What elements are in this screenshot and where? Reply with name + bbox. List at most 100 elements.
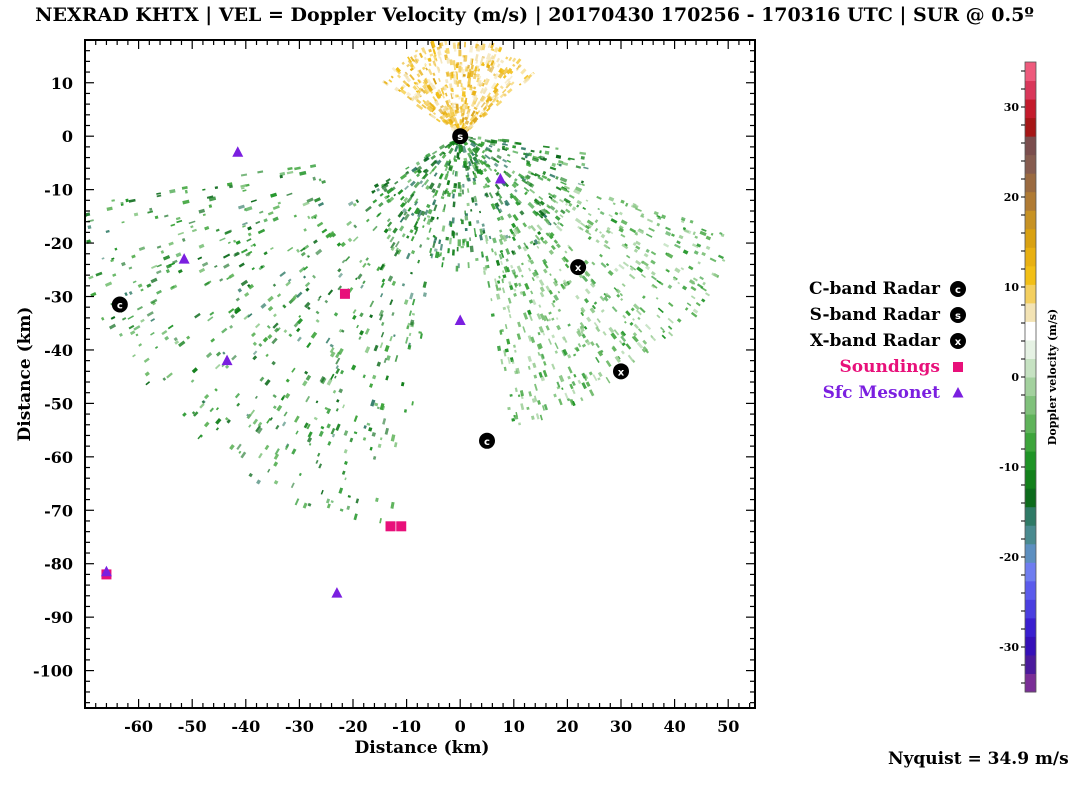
velocity-speckle (439, 104, 444, 109)
velocity-speckle (634, 232, 639, 236)
velocity-speckle (477, 136, 482, 140)
velocity-speckle (131, 254, 136, 259)
velocity-speckle (507, 307, 511, 313)
velocity-speckle (177, 269, 183, 274)
velocity-speckle (583, 326, 588, 330)
velocity-speckle (417, 259, 421, 264)
velocity-speckle (512, 57, 517, 63)
colorbar-segment (1025, 117, 1036, 137)
velocity-speckle (444, 92, 448, 97)
velocity-speckle (379, 517, 382, 524)
velocity-speckle (390, 434, 396, 442)
velocity-speckle (271, 360, 276, 366)
velocity-speckle (257, 170, 264, 174)
velocity-speckle (526, 161, 531, 165)
velocity-speckle (517, 199, 522, 205)
velocity-speckle (567, 354, 572, 359)
velocity-speckle (484, 78, 490, 86)
velocity-speckle (517, 63, 522, 68)
velocity-speckle (267, 333, 273, 340)
velocity-speckle (416, 103, 424, 111)
velocity-speckle (478, 52, 481, 57)
velocity-speckle (695, 301, 701, 307)
velocity-speckle (263, 218, 268, 223)
velocity-speckle (267, 305, 274, 312)
velocity-speckle (537, 399, 541, 405)
velocity-speckle (440, 196, 445, 200)
velocity-speckle (608, 326, 615, 334)
velocity-speckle (588, 371, 593, 376)
velocity-speckle (453, 72, 457, 75)
velocity-speckle (618, 211, 623, 216)
velocity-speckle (665, 230, 672, 237)
velocity-speckle (132, 280, 137, 284)
velocity-speckle (441, 114, 446, 119)
velocity-speckle (576, 328, 581, 333)
velocity-speckle (307, 502, 312, 507)
velocity-speckle (150, 298, 158, 305)
velocity-speckle (569, 383, 574, 390)
velocity-speckle (530, 415, 535, 421)
velocity-speckle (464, 210, 467, 215)
velocity-speckle (555, 225, 563, 232)
velocity-speckle (605, 376, 611, 384)
velocity-speckle (506, 67, 513, 75)
velocity-speckle (458, 79, 462, 84)
velocity-speckle (352, 314, 357, 320)
velocity-speckle (306, 306, 311, 311)
velocity-speckle (514, 141, 522, 146)
velocity-speckle (587, 212, 592, 217)
velocity-speckle (190, 225, 194, 229)
velocity-speckle (511, 236, 516, 242)
velocity-speckle (423, 156, 430, 163)
velocity-speckle (283, 411, 288, 417)
velocity-speckle (300, 251, 306, 257)
velocity-speckle (621, 243, 629, 250)
velocity-speckle (576, 204, 580, 208)
velocity-speckle (482, 228, 486, 232)
velocity-speckle (549, 273, 552, 277)
velocity-speckle (441, 111, 445, 116)
velocity-speckle (344, 256, 351, 262)
s-band-radar-marker: s (452, 128, 469, 145)
velocity-speckle (614, 355, 622, 363)
velocity-speckle (557, 221, 561, 225)
velocity-speckle (440, 89, 445, 96)
velocity-speckle (561, 161, 569, 166)
velocity-speckle (409, 74, 415, 81)
velocity-speckle (628, 273, 636, 280)
velocity-speckle (482, 112, 487, 117)
velocity-speckle (412, 95, 419, 102)
velocity-speckle (338, 388, 344, 394)
velocity-speckle (466, 202, 470, 207)
velocity-speckle (542, 145, 550, 149)
velocity-speckle (396, 248, 402, 255)
velocity-speckle (506, 338, 511, 345)
velocity-speckle (315, 318, 320, 323)
velocity-speckle (215, 407, 220, 411)
velocity-speckle (498, 198, 504, 205)
velocity-speckle (464, 120, 470, 125)
velocity-speckle (558, 374, 565, 383)
velocity-speckle (620, 297, 624, 301)
velocity-speckle (326, 378, 333, 386)
velocity-speckle (668, 331, 674, 337)
velocity-speckle (291, 367, 296, 373)
velocity-speckle (421, 60, 427, 67)
velocity-speckle (532, 362, 537, 369)
velocity-speckle (365, 218, 370, 223)
velocity-speckle (273, 480, 279, 485)
velocity-speckle (258, 452, 263, 459)
velocity-speckle (490, 59, 495, 66)
velocity-speckle (600, 262, 607, 268)
colorbar-segment (1025, 562, 1036, 582)
velocity-speckle (120, 203, 124, 206)
colorbar-segment (1025, 543, 1036, 563)
velocity-speckle (413, 198, 419, 204)
velocity-speckle (464, 97, 468, 105)
velocity-speckle (477, 142, 484, 148)
velocity-speckle (321, 180, 326, 184)
velocity-speckle (507, 153, 511, 157)
velocity-speckle (428, 62, 432, 67)
